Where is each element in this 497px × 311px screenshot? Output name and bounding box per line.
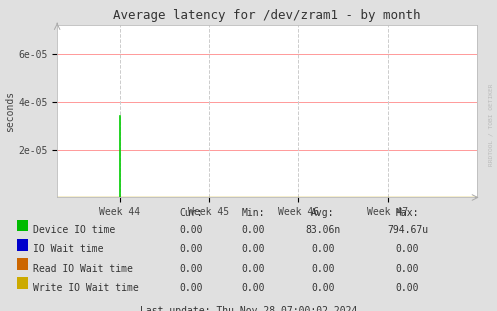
Text: RRDTOOL / TOBI OETIKER: RRDTOOL / TOBI OETIKER — [489, 83, 494, 166]
Text: 0.00: 0.00 — [396, 264, 419, 274]
Text: 0.00: 0.00 — [311, 283, 335, 293]
Text: 0.00: 0.00 — [396, 283, 419, 293]
Text: 0.00: 0.00 — [311, 244, 335, 254]
Text: 0.00: 0.00 — [179, 264, 203, 274]
Text: 0.00: 0.00 — [311, 264, 335, 274]
Text: 0.00: 0.00 — [396, 244, 419, 254]
Text: 0.00: 0.00 — [179, 225, 203, 235]
Y-axis label: seconds: seconds — [5, 91, 15, 132]
Title: Average latency for /dev/zram1 - by month: Average latency for /dev/zram1 - by mont… — [113, 9, 421, 22]
Text: 0.00: 0.00 — [179, 244, 203, 254]
Text: Avg:: Avg: — [311, 208, 335, 218]
Text: 83.06n: 83.06n — [306, 225, 340, 235]
Text: 0.00: 0.00 — [242, 264, 265, 274]
Text: Min:: Min: — [242, 208, 265, 218]
Text: 0.00: 0.00 — [242, 225, 265, 235]
Text: 794.67u: 794.67u — [387, 225, 428, 235]
Text: Write IO Wait time: Write IO Wait time — [33, 283, 139, 293]
Text: IO Wait time: IO Wait time — [33, 244, 104, 254]
Text: 0.00: 0.00 — [179, 283, 203, 293]
Text: Cur:: Cur: — [179, 208, 203, 218]
Text: Device IO time: Device IO time — [33, 225, 115, 235]
Text: Read IO Wait time: Read IO Wait time — [33, 264, 133, 274]
Text: 0.00: 0.00 — [242, 283, 265, 293]
Text: 0.00: 0.00 — [242, 244, 265, 254]
Text: Last update: Thu Nov 28 07:00:02 2024: Last update: Thu Nov 28 07:00:02 2024 — [140, 306, 357, 311]
Text: Max:: Max: — [396, 208, 419, 218]
